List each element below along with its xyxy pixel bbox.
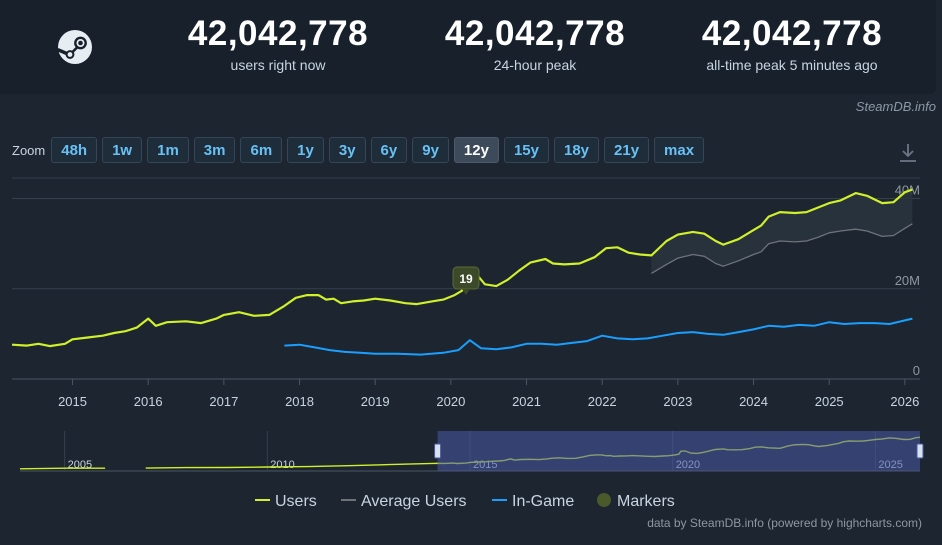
series-in-game-line — [284, 317, 913, 356]
legend-symbol — [597, 493, 611, 507]
navigator-tick-label: 2005 — [68, 459, 92, 471]
stat-users-now: 42,042,778 users right now — [158, 14, 398, 73]
stat-label: users right now — [230, 57, 326, 73]
zoom-button-21y[interactable]: 21y — [604, 137, 650, 163]
stat-value: 42,042,778 — [187, 14, 369, 53]
navigator-selection — [437, 431, 920, 471]
x-tick-label: 2015 — [58, 394, 87, 409]
zoom-button-12y[interactable]: 12y — [453, 137, 499, 163]
download-icon[interactable] — [897, 142, 919, 164]
x-tick-label: 2018 — [285, 394, 314, 409]
chart-panel — [0, 118, 936, 545]
average-band — [651, 189, 913, 274]
legend-average-users[interactable]: Average Users — [341, 493, 467, 510]
zoom-button-6y[interactable]: 6y — [370, 137, 408, 163]
zoom-button-9y[interactable]: 9y — [412, 137, 449, 163]
series-average-users-line — [651, 223, 913, 274]
marker-label: 19 — [459, 272, 473, 286]
stats-bar: 42,042,778 users right now 42,042,778 24… — [0, 0, 936, 94]
zoom-button-1y[interactable]: 1y — [287, 137, 324, 163]
y-tick-label: 0 — [913, 363, 920, 378]
marker-pointer — [462, 289, 470, 295]
x-tick-label: 2017 — [209, 394, 238, 409]
x-tick-label: 2016 — [134, 394, 163, 409]
y-tick-label: 40M — [895, 183, 920, 198]
stat-label: all-time peak 5 minutes ago — [706, 57, 878, 73]
chart-credit[interactable]: data by SteamDB.info (powered by highcha… — [647, 516, 922, 530]
legend-label: In-Game — [512, 493, 574, 510]
legend-label: Average Users — [361, 493, 467, 510]
logo-box[interactable] — [0, 0, 150, 94]
stat-24h-peak: 42,042,778 24-hour peak — [415, 14, 655, 73]
zoom-button-6m[interactable]: 6m — [240, 137, 283, 163]
zoom-button-48h[interactable]: 48h — [51, 137, 98, 163]
stat-label: 24-hour peak — [493, 57, 577, 73]
legend-users[interactable]: Users — [255, 493, 317, 510]
navigator-handle — [434, 443, 442, 459]
zoom-selector: Zoom 48h 1w 1m 3m 6m 1y 3y 6y 9y 12y 15y 18y 21y max — [12, 136, 709, 164]
y-tick-label: 20M — [895, 273, 920, 288]
x-tick-label: 2024 — [739, 394, 768, 409]
zoom-button-1m[interactable]: 1m — [147, 137, 189, 163]
legend-markers[interactable]: Markers — [597, 493, 675, 510]
zoom-button-18y[interactable]: 18y — [553, 137, 600, 163]
zoom-label: Zoom — [12, 142, 46, 158]
x-tick-label: 2020 — [436, 394, 465, 409]
x-tick-label: 2021 — [512, 394, 541, 409]
zoom-button-15y[interactable]: 15y — [503, 137, 549, 163]
x-tick-label: 2023 — [663, 394, 692, 409]
x-tick-label: 2019 — [361, 394, 390, 409]
navigator-handle — [916, 443, 924, 459]
zoom-button-1w[interactable]: 1w — [102, 137, 143, 163]
x-tick-label: 2022 — [588, 394, 617, 409]
legend-label: Markers — [617, 493, 675, 510]
stat-value: 42,042,778 — [444, 14, 626, 53]
x-tick-label: 2025 — [815, 394, 844, 409]
legend-in-game[interactable]: In-Game — [492, 493, 574, 510]
legend-label: Users — [275, 493, 317, 510]
marker-flag: 19 — [452, 266, 480, 295]
zoom-button-3y[interactable]: 3y — [328, 137, 366, 163]
x-tick-label: 2026 — [890, 394, 919, 409]
stat-all-time-peak: 42,042,778 all-time peak 5 minutes ago — [672, 14, 912, 73]
brand-text: SteamDB.info — [855, 99, 936, 114]
zoom-button-max[interactable]: max — [654, 137, 705, 163]
steam-logo-icon — [57, 30, 92, 64]
stat-value: 42,042,778 — [701, 14, 883, 53]
navigator-tick-label: 2010 — [270, 459, 294, 471]
zoom-button-3m[interactable]: 3m — [193, 137, 236, 163]
